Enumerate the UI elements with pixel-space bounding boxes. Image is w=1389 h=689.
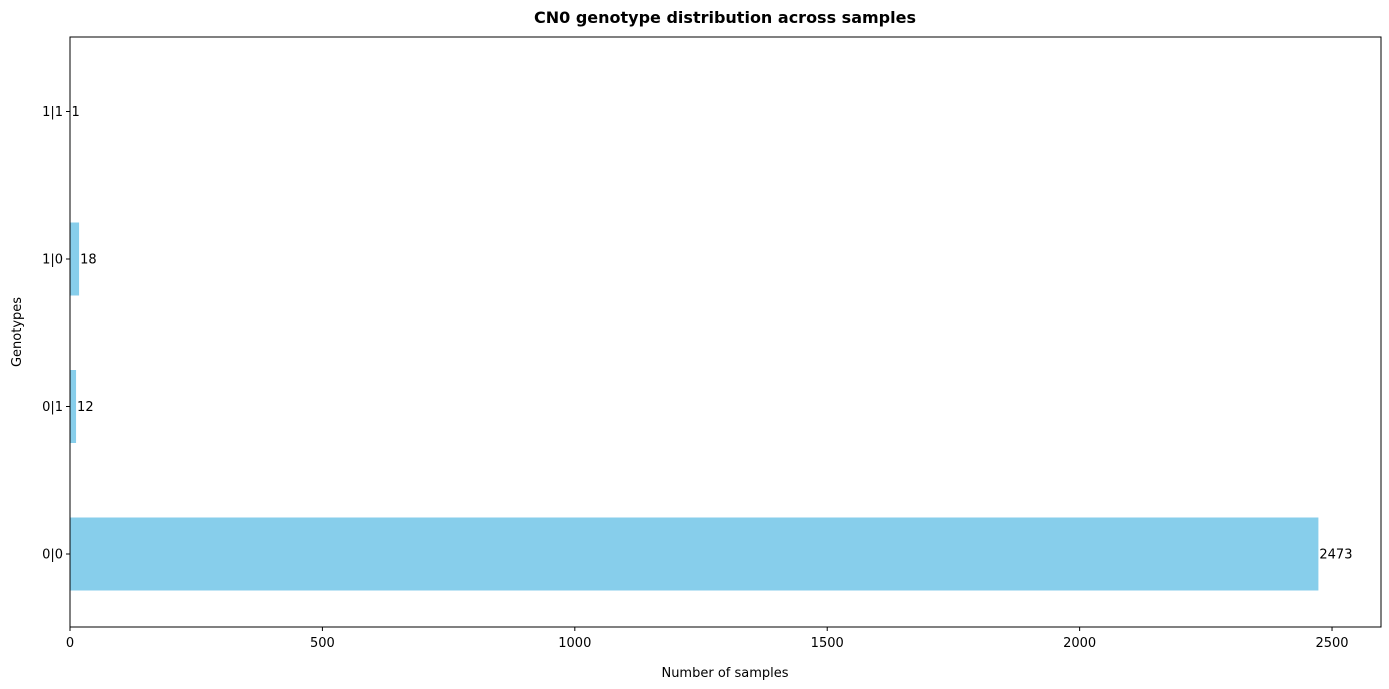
y-tick-label-1|1: 1|1 — [42, 105, 63, 120]
bar-0|1 — [70, 370, 77, 443]
y-axis: 0|0 0|1 1|0 1|1 — [42, 105, 70, 563]
bar-1|0 — [70, 222, 80, 296]
bar-0|0 — [70, 517, 1319, 591]
x-tick-label-2000: 2000 — [1063, 636, 1096, 651]
data-label-0|1: 12 — [77, 400, 94, 415]
x-axis-label: Number of samples — [661, 666, 788, 681]
chart-title: CN0 genotype distribution across samples — [534, 8, 916, 27]
bars-layer — [70, 75, 1319, 591]
data-label-0|0: 2473 — [1319, 548, 1352, 563]
x-tick-label-0: 0 — [66, 636, 74, 651]
y-tick-label-1|0: 1|0 — [42, 253, 63, 268]
data-labels: 2473 12 18 1 — [72, 105, 1353, 563]
y-tick-label-0|1: 0|1 — [42, 400, 63, 415]
x-tick-label-2500: 2500 — [1315, 636, 1348, 651]
y-tick-label-0|0: 0|0 — [42, 548, 63, 563]
x-tick-label-1500: 1500 — [811, 636, 844, 651]
data-label-1|1: 1 — [72, 105, 80, 120]
x-tick-label-1000: 1000 — [558, 636, 591, 651]
plot-frame — [69, 36, 1382, 628]
x-tick-label-500: 500 — [310, 636, 335, 651]
data-label-1|0: 18 — [80, 253, 97, 268]
x-axis: 0 500 1000 1500 2000 2500 — [66, 627, 1349, 651]
y-axis-label: Genotypes — [10, 297, 25, 367]
